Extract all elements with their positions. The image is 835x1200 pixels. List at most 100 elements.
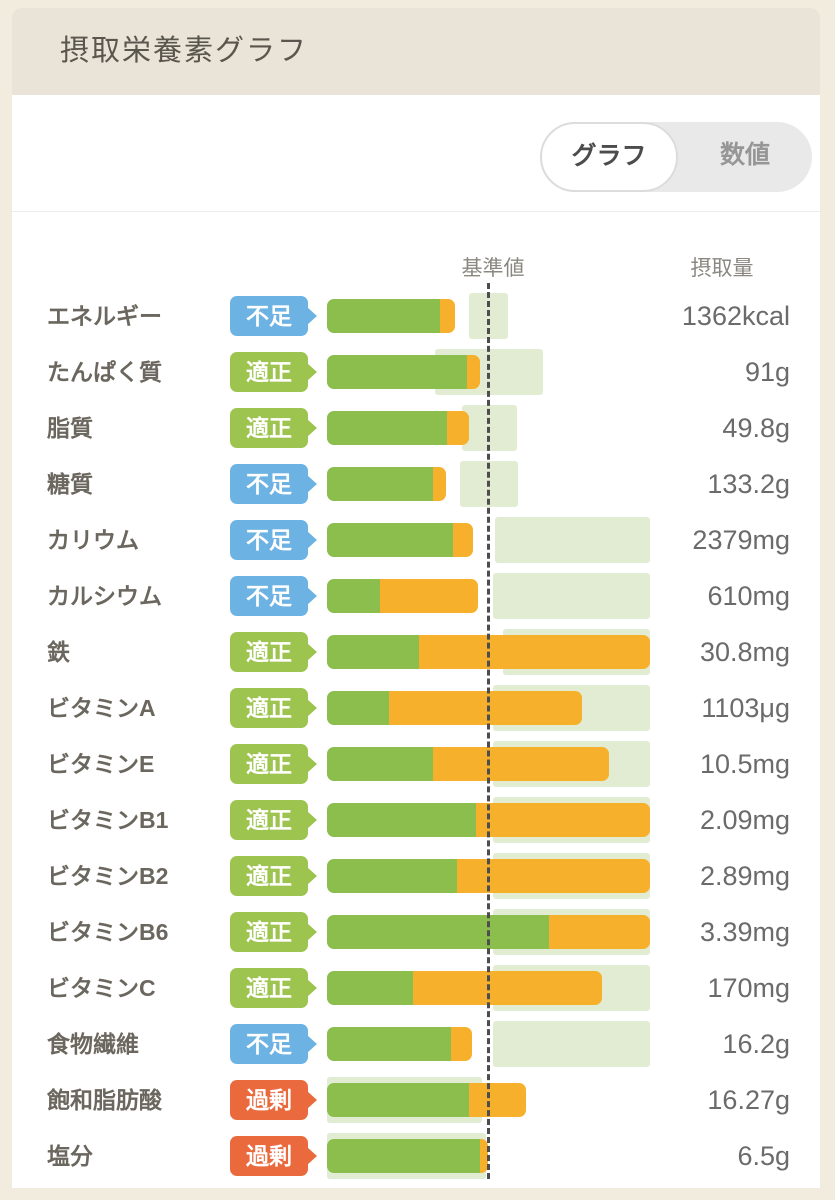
intake-column-header: 摂取量 bbox=[690, 257, 754, 280]
intake-bar-orange-segment bbox=[457, 859, 650, 893]
status-badge: 適正 bbox=[230, 800, 308, 840]
toggle-option-numeric[interactable]: 数値 bbox=[719, 141, 770, 169]
intake-bar-green-segment bbox=[327, 411, 447, 445]
nutrient-row: 脂質 適正 49.8g bbox=[0, 400, 835, 456]
status-badge: 過剰 bbox=[230, 1136, 308, 1176]
nutrient-label: ビタミンB2 bbox=[47, 863, 169, 889]
intake-value: 170mg bbox=[707, 973, 790, 1003]
status-badge: 不足 bbox=[230, 464, 308, 504]
intake-bar-orange-segment bbox=[433, 467, 446, 501]
intake-bar bbox=[327, 803, 650, 837]
intake-bar-orange-segment bbox=[549, 915, 650, 949]
intake-bar-green-segment bbox=[327, 803, 476, 837]
intake-bar bbox=[327, 1139, 488, 1173]
status-badge: 不足 bbox=[230, 520, 308, 560]
status-badge: 適正 bbox=[230, 408, 308, 448]
nutrient-label: 鉄 bbox=[47, 639, 70, 665]
intake-value: 2379mg bbox=[692, 525, 790, 555]
nutrient-label: ビタミンC bbox=[47, 975, 156, 1001]
nutrient-row: ビタミンA 適正 1103μg bbox=[0, 680, 835, 736]
nutrient-row: ビタミンB2 適正 2.89mg bbox=[0, 848, 835, 904]
nutrient-row: ビタミンB6 適正 3.39mg bbox=[0, 904, 835, 960]
status-badge: 適正 bbox=[230, 352, 308, 392]
intake-bar-orange-segment bbox=[389, 691, 582, 725]
reference-range-band bbox=[493, 573, 650, 619]
nutrient-row: ビタミンB1 適正 2.09mg bbox=[0, 792, 835, 848]
intake-bar-green-segment bbox=[327, 971, 413, 1005]
status-badge: 適正 bbox=[230, 632, 308, 672]
nutrient-label: たんぱく質 bbox=[47, 359, 162, 385]
status-badge: 適正 bbox=[230, 688, 308, 728]
nutrient-row: 塩分 過剰 6.5g bbox=[0, 1128, 835, 1184]
reference-range-band bbox=[495, 517, 650, 563]
nutrient-label: ビタミンA bbox=[47, 695, 156, 721]
intake-value: 133.2g bbox=[707, 469, 790, 499]
status-badge: 適正 bbox=[230, 856, 308, 896]
intake-value: 1362kcal bbox=[681, 301, 790, 331]
intake-value: 16.2g bbox=[722, 1029, 790, 1059]
reference-range-band bbox=[493, 1021, 650, 1067]
status-badge: 過剰 bbox=[230, 1080, 308, 1120]
standard-column-header: 基準値 bbox=[461, 257, 525, 280]
intake-value: 2.09mg bbox=[699, 805, 790, 835]
intake-value: 49.8g bbox=[722, 413, 790, 443]
page-title: 摂取栄養素グラフ bbox=[60, 35, 309, 67]
toggle-option-graph[interactable]: グラフ bbox=[540, 122, 678, 192]
intake-bar-orange-segment bbox=[447, 411, 469, 445]
nutrient-row: カリウム 不足 2379mg bbox=[0, 512, 835, 568]
intake-value: 1103μg bbox=[701, 693, 790, 723]
intake-bar-orange-segment bbox=[413, 971, 602, 1005]
nutrient-label: 脂質 bbox=[47, 415, 93, 441]
nutrient-label: ビタミンB1 bbox=[47, 807, 169, 833]
intake-bar-orange-segment bbox=[440, 299, 455, 333]
intake-bar-green-segment bbox=[327, 691, 389, 725]
nutrient-row: カルシウム 不足 610mg bbox=[0, 568, 835, 624]
intake-bar bbox=[327, 411, 469, 445]
intake-bar bbox=[327, 579, 478, 613]
intake-bar-green-segment bbox=[327, 523, 453, 557]
intake-bar-green-segment bbox=[327, 1083, 469, 1117]
intake-value: 6.5g bbox=[737, 1141, 790, 1171]
nutrient-label: ビタミンE bbox=[47, 751, 155, 777]
intake-value: 16.27g bbox=[707, 1085, 790, 1115]
intake-bar-green-segment bbox=[327, 859, 457, 893]
intake-bar bbox=[327, 355, 480, 389]
intake-bar-orange-segment bbox=[476, 803, 650, 837]
nutrient-label: 食物繊維 bbox=[47, 1031, 139, 1057]
intake-bar bbox=[327, 915, 650, 949]
nutrient-label: 飽和脂肪酸 bbox=[47, 1087, 162, 1113]
nutrient-label: ビタミンB6 bbox=[47, 919, 169, 945]
nutrient-row: たんぱく質 適正 91g bbox=[0, 344, 835, 400]
nutrient-row: ビタミンE 適正 10.5mg bbox=[0, 736, 835, 792]
intake-value: 3.39mg bbox=[699, 917, 790, 947]
intake-bar-orange-segment bbox=[467, 355, 480, 389]
status-badge: 適正 bbox=[230, 968, 308, 1008]
nutrient-label: カリウム bbox=[47, 527, 139, 553]
intake-value: 30.8mg bbox=[699, 637, 790, 667]
intake-bar-green-segment bbox=[327, 1027, 451, 1061]
intake-bar-orange-segment bbox=[419, 635, 650, 669]
intake-bar-green-segment bbox=[327, 915, 549, 949]
nutrient-label: エネルギー bbox=[47, 303, 162, 329]
nutrient-label: 糖質 bbox=[47, 471, 93, 497]
intake-bar-green-segment bbox=[327, 747, 433, 781]
status-badge: 適正 bbox=[230, 744, 308, 784]
intake-value: 91g bbox=[744, 357, 790, 387]
nutrient-row: 飽和脂肪酸 過剰 16.27g bbox=[0, 1072, 835, 1128]
status-badge: 適正 bbox=[230, 912, 308, 952]
intake-bar-green-segment bbox=[327, 1139, 480, 1173]
intake-value: 10.5mg bbox=[699, 749, 790, 779]
intake-bar bbox=[327, 1083, 526, 1117]
status-badge: 不足 bbox=[230, 1024, 308, 1064]
header-divider bbox=[12, 211, 820, 212]
intake-bar-orange-segment bbox=[433, 747, 609, 781]
view-mode-toggle: グラフ 数値 bbox=[540, 122, 812, 192]
intake-value: 2.89mg bbox=[699, 861, 790, 891]
nutrient-row: エネルギー 不足 1362kcal bbox=[0, 288, 835, 344]
intake-bar bbox=[327, 523, 473, 557]
intake-value: 610mg bbox=[707, 581, 790, 611]
intake-bar bbox=[327, 971, 602, 1005]
intake-bar-orange-segment bbox=[380, 579, 478, 613]
nutrient-row: 糖質 不足 133.2g bbox=[0, 456, 835, 512]
